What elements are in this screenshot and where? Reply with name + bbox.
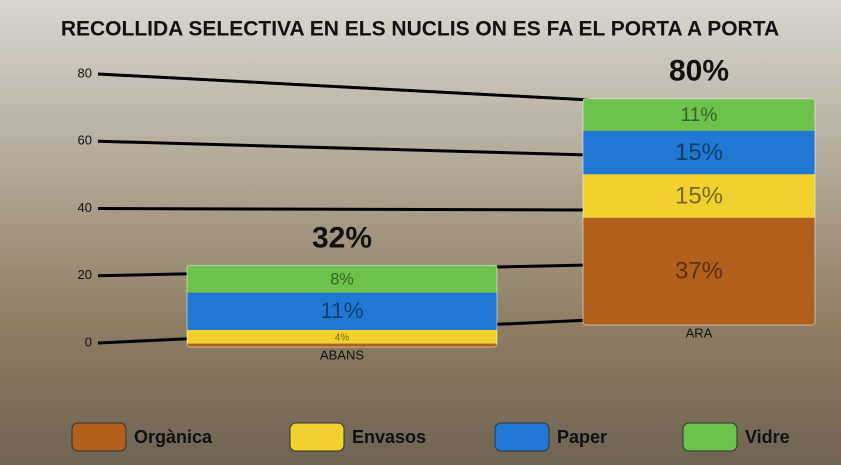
- legend-swatch: [683, 423, 737, 451]
- legend-label: Orgànica: [134, 427, 213, 447]
- total-label: 32%: [312, 221, 372, 254]
- x-tick-label: ABANS: [320, 347, 364, 362]
- legend-label: Vidre: [745, 427, 790, 447]
- chart: RECOLLIDA SELECTIVA EN ELS NUCLIS ON ES …: [0, 0, 841, 465]
- legend-swatch: [290, 423, 344, 451]
- value-label: 11%: [320, 298, 363, 323]
- y-tick-label: 20: [78, 267, 92, 282]
- y-tick-label: 60: [78, 133, 92, 148]
- y-tick-label: 0: [85, 334, 92, 349]
- value-label: 11%: [681, 105, 718, 126]
- x-tick-label: ARA: [686, 325, 713, 340]
- y-tick-label: 40: [78, 200, 92, 215]
- value-label: 37%: [675, 258, 723, 285]
- legend-label: Paper: [557, 427, 607, 447]
- total-label: 80%: [669, 55, 729, 88]
- chart-title: RECOLLIDA SELECTIVA EN ELS NUCLIS ON ES …: [61, 18, 779, 41]
- legend-swatch: [495, 423, 549, 451]
- value-label: 4%: [335, 332, 350, 343]
- legend-label: Envasos: [352, 427, 426, 447]
- y-tick-label: 80: [78, 65, 92, 80]
- value-label: 15%: [675, 182, 723, 209]
- grid-line: [98, 209, 590, 211]
- value-label: 15%: [675, 139, 723, 166]
- value-label: 8%: [330, 270, 354, 288]
- legend-swatch: [72, 423, 126, 451]
